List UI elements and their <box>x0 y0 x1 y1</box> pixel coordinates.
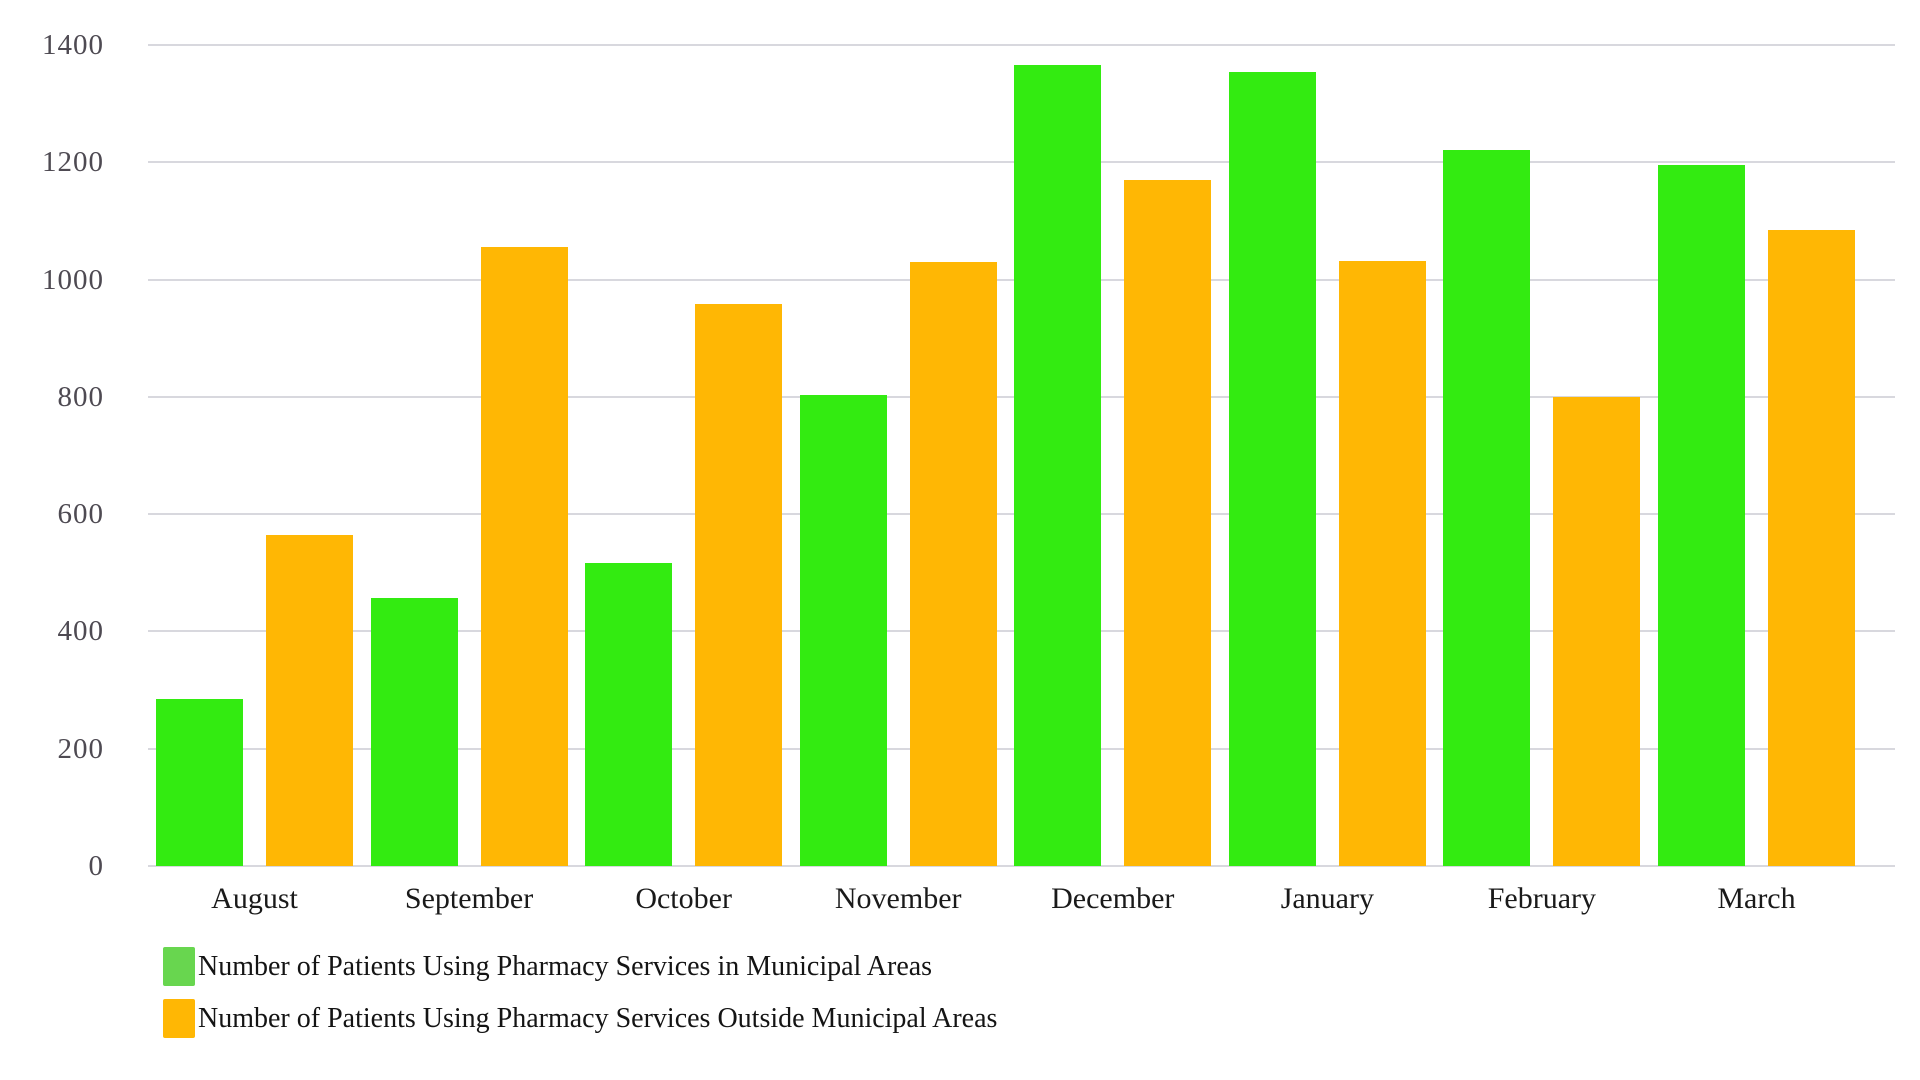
y-axis-tick-label: 200 <box>57 732 104 765</box>
gridline <box>148 44 1895 46</box>
y-axis-tick-label: 600 <box>57 498 104 531</box>
x-axis-label-august: August <box>211 882 298 915</box>
bar-february-municipal <box>1443 149 1531 866</box>
legend-label-municipal: Number of Patients Using Pharmacy Servic… <box>198 950 933 982</box>
bar-january-outside <box>1338 260 1426 866</box>
bar-march-outside <box>1767 230 1855 866</box>
y-axis-tick-label: 800 <box>57 380 104 413</box>
y-axis-tick-label: 400 <box>57 615 104 648</box>
legend: Number of Patients Using Pharmacy Servic… <box>163 947 997 1051</box>
bar-october-outside <box>695 304 783 866</box>
y-axis-tick-label: 0 <box>88 850 104 882</box>
y-axis-tick-label: 1000 <box>42 263 104 296</box>
bar-september-municipal <box>370 598 458 866</box>
x-axis-label-january: January <box>1280 882 1374 915</box>
bar-november-municipal <box>799 394 887 866</box>
y-axis-tick-label: 1400 <box>42 29 104 61</box>
bar-august-municipal <box>156 698 243 866</box>
bar-october-municipal <box>585 563 673 866</box>
legend-swatch-outside <box>163 999 195 1038</box>
x-axis-label-september: September <box>404 882 534 915</box>
bar-december-municipal <box>1014 64 1102 866</box>
x-axis-label-march: March <box>1717 882 1796 915</box>
bar-december-outside <box>1124 179 1212 866</box>
y-axis-tick-label: 1200 <box>42 146 104 179</box>
bar-january-municipal <box>1228 71 1316 866</box>
bar-september-outside <box>480 247 568 866</box>
legend-item: Number of Patients Using Pharmacy Servic… <box>163 947 997 986</box>
x-axis-label-october: October <box>635 882 732 915</box>
x-axis-label-november: November <box>834 882 962 915</box>
gridline <box>148 865 1895 867</box>
bar-august-outside <box>266 534 353 866</box>
legend-swatch-municipal <box>163 947 195 986</box>
x-axis-label-december: December <box>1051 882 1175 915</box>
x-axis-label-february: February <box>1487 882 1597 915</box>
legend-item: Number of Patients Using Pharmacy Servic… <box>163 999 997 1038</box>
bar-march-municipal <box>1657 164 1745 866</box>
bar-november-outside <box>909 261 997 866</box>
legend-label-outside: Number of Patients Using Pharmacy Servic… <box>198 1002 998 1034</box>
bar-february-outside <box>1553 396 1641 866</box>
